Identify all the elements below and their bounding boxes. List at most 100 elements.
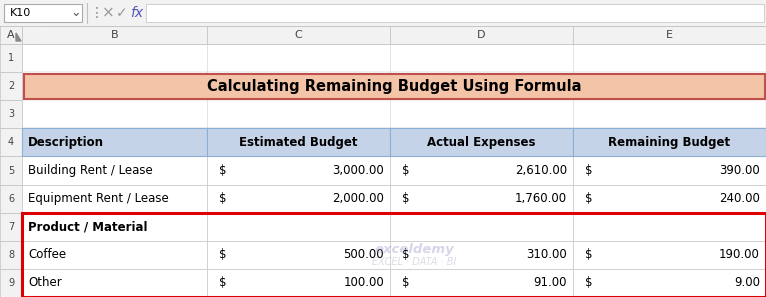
Bar xyxy=(0,184,22,213)
Bar xyxy=(0,128,22,157)
Bar xyxy=(390,184,573,213)
Bar xyxy=(22,269,766,297)
Text: ⌄: ⌄ xyxy=(70,7,80,20)
Bar xyxy=(0,241,22,269)
Bar xyxy=(22,72,766,100)
Text: $: $ xyxy=(585,277,592,290)
Bar xyxy=(0,26,22,44)
Bar xyxy=(573,26,766,44)
Text: $: $ xyxy=(402,277,410,290)
Text: Building Rent / Lease: Building Rent / Lease xyxy=(28,164,152,177)
Text: 4: 4 xyxy=(8,138,14,147)
Text: Calculating Remaining Budget Using Formula: Calculating Remaining Budget Using Formu… xyxy=(207,79,581,94)
Text: 91.00: 91.00 xyxy=(533,277,567,290)
Bar xyxy=(146,4,764,22)
Text: 1,760.00: 1,760.00 xyxy=(515,192,567,205)
Bar xyxy=(207,26,390,44)
Text: 6: 6 xyxy=(8,194,14,204)
Text: $: $ xyxy=(585,192,592,205)
Text: Equipment Rent / Lease: Equipment Rent / Lease xyxy=(28,192,169,205)
Text: $: $ xyxy=(585,164,592,177)
Bar xyxy=(207,213,390,241)
Bar xyxy=(573,241,766,269)
Text: B: B xyxy=(111,30,118,40)
Bar xyxy=(22,100,766,128)
Bar xyxy=(207,128,390,157)
Text: 2: 2 xyxy=(8,81,14,91)
Text: EXCEL · DATA · BI: EXCEL · DATA · BI xyxy=(372,257,457,267)
Text: $: $ xyxy=(402,164,410,177)
Text: 310.00: 310.00 xyxy=(526,248,567,261)
Text: $: $ xyxy=(219,192,227,205)
Text: 9.00: 9.00 xyxy=(734,277,760,290)
Bar xyxy=(207,184,390,213)
Bar xyxy=(390,157,573,184)
Bar xyxy=(0,44,22,72)
Bar xyxy=(22,184,766,213)
Text: 8: 8 xyxy=(8,250,14,260)
Bar xyxy=(573,184,766,213)
Text: 5: 5 xyxy=(8,165,14,176)
Bar xyxy=(22,241,207,269)
Bar xyxy=(207,157,390,184)
Bar xyxy=(0,0,766,26)
Text: 1: 1 xyxy=(8,53,14,63)
Bar xyxy=(0,213,22,241)
Bar xyxy=(390,269,573,297)
Text: 2,610.00: 2,610.00 xyxy=(515,164,567,177)
Text: $: $ xyxy=(402,248,410,261)
Bar xyxy=(4,4,82,22)
Bar xyxy=(22,157,766,184)
Text: Coffee: Coffee xyxy=(28,248,66,261)
Polygon shape xyxy=(16,33,21,41)
Text: $: $ xyxy=(402,192,410,205)
Text: K10: K10 xyxy=(10,8,31,18)
Bar xyxy=(24,74,764,99)
Text: $: $ xyxy=(585,248,592,261)
Text: Product / Material: Product / Material xyxy=(28,220,148,233)
Text: 7: 7 xyxy=(8,222,14,232)
Text: 3,000.00: 3,000.00 xyxy=(332,164,384,177)
Text: Remaining Budget: Remaining Budget xyxy=(608,136,731,149)
Text: D: D xyxy=(477,30,486,40)
Bar xyxy=(573,213,766,241)
Bar xyxy=(22,241,766,269)
Bar xyxy=(207,241,390,269)
Text: 500.00: 500.00 xyxy=(343,248,384,261)
Text: ×: × xyxy=(102,6,115,20)
Text: Actual Expenses: Actual Expenses xyxy=(427,136,535,149)
Text: 100.00: 100.00 xyxy=(343,277,384,290)
Bar xyxy=(22,184,207,213)
Text: E: E xyxy=(666,30,673,40)
Bar xyxy=(22,213,766,297)
Bar xyxy=(22,26,207,44)
Bar xyxy=(22,213,766,241)
Text: Other: Other xyxy=(28,277,62,290)
Bar xyxy=(0,26,766,44)
Text: ⋮: ⋮ xyxy=(90,6,104,20)
Bar xyxy=(573,269,766,297)
Bar xyxy=(0,72,22,100)
Text: 190.00: 190.00 xyxy=(719,248,760,261)
Bar xyxy=(22,26,44,44)
Text: C: C xyxy=(295,30,303,40)
Text: 2,000.00: 2,000.00 xyxy=(332,192,384,205)
Bar xyxy=(390,241,573,269)
Bar xyxy=(390,128,573,157)
Bar xyxy=(0,100,22,128)
Bar xyxy=(207,269,390,297)
Text: 9: 9 xyxy=(8,278,14,288)
Text: $: $ xyxy=(219,277,227,290)
Text: Estimated Budget: Estimated Budget xyxy=(239,136,358,149)
Text: A: A xyxy=(7,30,15,40)
Bar xyxy=(573,128,766,157)
Text: Description: Description xyxy=(28,136,104,149)
Bar xyxy=(573,157,766,184)
Bar xyxy=(22,128,207,157)
Text: $: $ xyxy=(219,248,227,261)
Bar xyxy=(22,213,207,241)
Bar xyxy=(0,157,22,184)
Text: 390.00: 390.00 xyxy=(719,164,760,177)
Bar xyxy=(22,128,766,157)
Bar xyxy=(22,269,207,297)
